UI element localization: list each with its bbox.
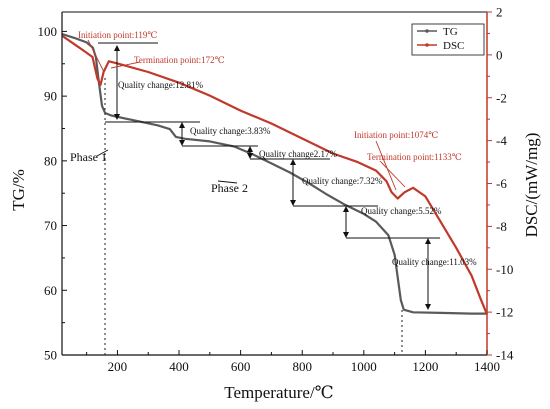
y-right-tick-label: -14 [496, 348, 514, 363]
qc5-arrow-head-bottom [343, 232, 349, 238]
qc1-arrow-head-bottom [114, 114, 120, 120]
quality-change-3-label: Quality change2.17% [259, 149, 337, 159]
x-tick-label: 600 [231, 359, 251, 374]
x-axis-title: Temperature/℃ [224, 383, 333, 402]
x-tick-label: 200 [108, 359, 128, 374]
x-tick-label: 1200 [412, 359, 438, 374]
y-right-tick-label: -6 [496, 176, 507, 191]
y-right-tick-label: -8 [496, 219, 507, 234]
qc1-arrow-head-top [114, 45, 120, 51]
quality-change-5-label: Quality change:5.52% [361, 206, 442, 216]
y-right-tick-label: 2 [496, 5, 503, 20]
qc3-arrow-head-top [247, 146, 253, 152]
qc3-arrow-head-bottom [247, 153, 253, 159]
x-tick-label: 1000 [351, 359, 377, 374]
qc6-arrow-head-top [425, 238, 431, 244]
y-right-tick-label: 0 [496, 47, 503, 62]
qc6-arrow-head-bottom [425, 304, 431, 310]
initiation-point-2-label: Initiation point:1074℃ [354, 130, 438, 140]
legend-dsc-label: DSC [443, 40, 464, 52]
legend-tg-marker [425, 29, 429, 33]
legend-dsc-marker [425, 43, 429, 47]
phase-1-label: Phase 1 [70, 150, 107, 164]
y-right-axis-title: DSC/(mW/mg) [522, 133, 541, 238]
initiation-1-leader [87, 39, 105, 73]
quality-change-2-label: Quality change:3.83% [190, 126, 271, 136]
termination-2-leader [379, 160, 406, 188]
qc4-arrow-head-top [290, 159, 296, 165]
quality-change-4-label: Quality change:7.32% [302, 176, 383, 186]
legend-box [411, 23, 485, 56]
y-left-tick-label: 60 [44, 283, 57, 298]
x-tick-label: 800 [292, 359, 312, 374]
legend-tg-label: TG [443, 26, 458, 38]
qc2-arrow-head-top [179, 122, 185, 128]
termination-1-leader [110, 61, 141, 69]
y-right-tick-label: -4 [496, 133, 507, 148]
series-dsc-line [61, 34, 489, 315]
y-left-tick-label: 50 [44, 348, 57, 363]
phase-2-label: Phase 2 [211, 181, 248, 195]
initiation-2-leader [375, 140, 397, 191]
series-tg-line [61, 32, 487, 315]
y-left-tick-label: 80 [44, 153, 57, 168]
y-left-axis-title: TG/% [9, 169, 28, 211]
quality-change-1-label: Quality change:12.81% [118, 80, 203, 90]
x-tick-label: 400 [169, 359, 189, 374]
phase-2-leader [217, 180, 238, 184]
phase-1-leader [96, 149, 109, 157]
y-left-tick-label: 90 [44, 89, 57, 104]
x-tick-label: 1400 [474, 359, 500, 374]
termination-point-1-label: Termination point:172℃ [134, 55, 225, 65]
y-left-tick-label: 100 [38, 24, 58, 39]
y-right-tick-label: -12 [496, 305, 513, 320]
qc5-arrow-head-top [343, 206, 349, 212]
termination-point-2-label: Termination point:1133℃ [367, 152, 462, 162]
qc2-arrow-head-bottom [179, 140, 185, 146]
y-right-tick-label: -10 [496, 262, 513, 277]
y-left-tick-label: 70 [44, 218, 57, 233]
initiation-point-1-label: Initiation point:119℃ [78, 30, 157, 40]
y-right-tick-label: -2 [496, 90, 507, 105]
quality-change-6-label: Quality change:11.03% [392, 257, 477, 267]
qc4-arrow-head-bottom [290, 200, 296, 206]
